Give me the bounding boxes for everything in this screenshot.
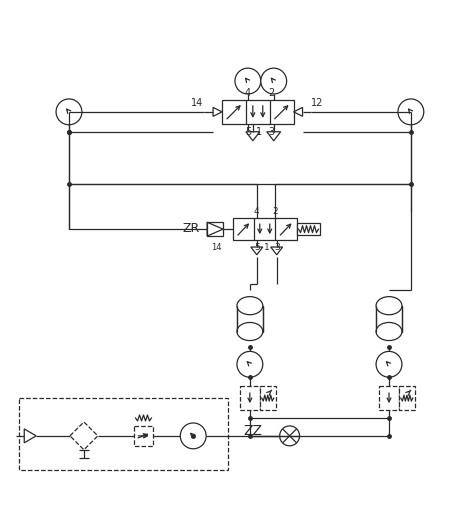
Bar	[379, 386, 399, 410]
Polygon shape	[70, 422, 98, 450]
Ellipse shape	[376, 297, 402, 315]
Bar	[222, 100, 294, 125]
Bar	[237, 306, 263, 332]
Circle shape	[237, 351, 263, 377]
Text: 12: 12	[311, 97, 324, 108]
Text: 3: 3	[269, 127, 275, 136]
Circle shape	[376, 351, 402, 377]
Bar	[296, 224, 321, 236]
Text: 4: 4	[254, 207, 260, 216]
Bar	[207, 223, 223, 237]
Circle shape	[261, 69, 286, 95]
Circle shape	[180, 423, 206, 449]
Bar	[19, 398, 228, 470]
Circle shape	[280, 426, 300, 446]
Bar	[133, 426, 153, 446]
Circle shape	[235, 69, 261, 95]
Text: ZZ: ZZ	[243, 423, 262, 437]
Text: 2: 2	[269, 88, 275, 98]
Bar	[260, 386, 276, 410]
Ellipse shape	[237, 323, 263, 341]
Text: 2: 2	[272, 207, 277, 216]
Text: 14: 14	[211, 242, 221, 251]
Bar	[240, 386, 260, 410]
Ellipse shape	[376, 323, 402, 341]
Text: 4: 4	[245, 88, 251, 98]
Circle shape	[398, 100, 424, 126]
Text: 3: 3	[274, 242, 280, 251]
Ellipse shape	[237, 297, 263, 315]
Text: 5: 5	[245, 127, 251, 136]
Text: 5: 5	[254, 242, 260, 251]
Bar	[376, 306, 402, 332]
Bar	[233, 219, 296, 240]
Text: 1: 1	[264, 242, 270, 251]
Circle shape	[56, 100, 82, 126]
Text: 1: 1	[256, 127, 262, 136]
Text: ZR: ZR	[183, 221, 200, 234]
Text: 14: 14	[191, 97, 203, 108]
Bar	[399, 386, 415, 410]
